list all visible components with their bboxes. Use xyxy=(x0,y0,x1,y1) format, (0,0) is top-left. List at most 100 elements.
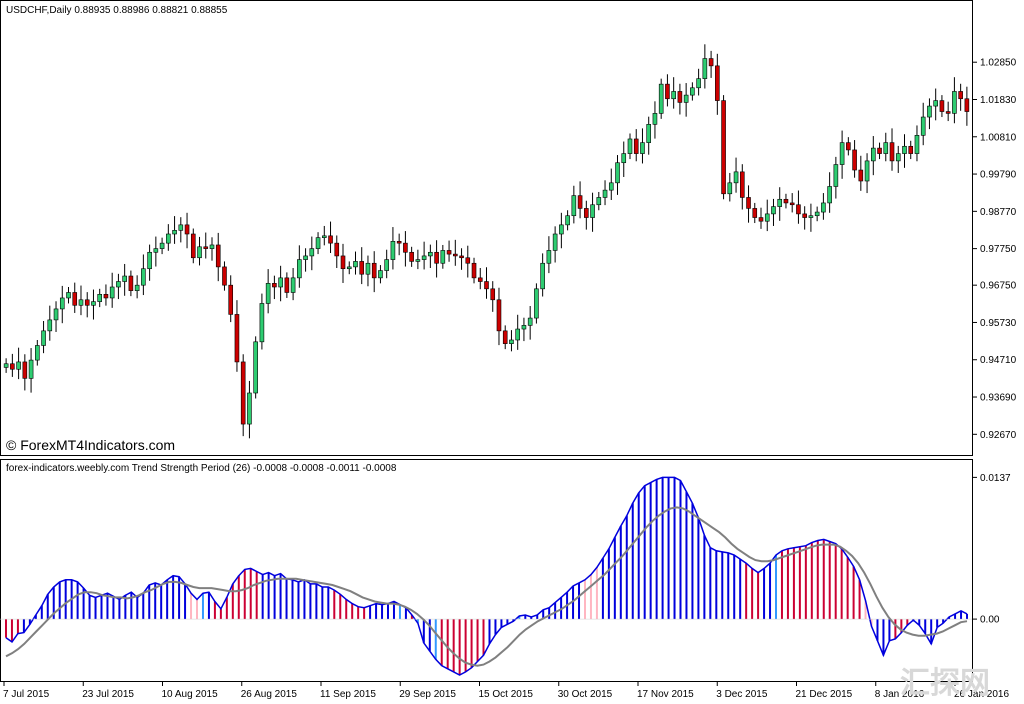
candle-body xyxy=(927,105,932,118)
candle-body xyxy=(203,246,209,249)
price-axis: 1.02850 1.01830 1.00810 0.99790 0.98770 0.977… xyxy=(972,58,1017,441)
candle-body xyxy=(602,189,608,198)
price-tick-label: 1.02850 xyxy=(980,58,1017,69)
candle-body xyxy=(59,297,65,310)
candle-body xyxy=(159,242,165,249)
candle-body xyxy=(683,94,689,103)
candle-body xyxy=(920,116,926,136)
price-tick-label: 0.94710 xyxy=(980,355,1017,366)
candle-body xyxy=(846,142,851,151)
candle-body xyxy=(621,153,627,164)
candle-body xyxy=(22,361,28,379)
candle-body xyxy=(122,275,127,282)
candle-body xyxy=(403,242,408,253)
candle-body xyxy=(134,284,140,291)
candle-body xyxy=(409,251,414,262)
candle-body xyxy=(565,215,570,226)
candle-body xyxy=(908,145,914,154)
price-tick-label: 1.00810 xyxy=(980,132,1017,143)
time-tick-label: 3 Dec 2015 xyxy=(716,689,768,700)
candle-body xyxy=(340,255,346,270)
candle-body xyxy=(746,197,751,209)
price-tick-label: 0.95730 xyxy=(980,318,1017,329)
candle-body xyxy=(215,244,221,268)
candle-body xyxy=(858,169,864,182)
candle-body xyxy=(459,255,464,259)
candle-body xyxy=(895,153,901,162)
candle-body xyxy=(290,277,296,293)
candle-body xyxy=(702,58,708,79)
indicator-tick-label: 0.0137 xyxy=(980,473,1011,484)
candle-body xyxy=(28,359,34,379)
time-tick-label: 11 Sep 2015 xyxy=(320,689,376,700)
histogram-envelope xyxy=(5,476,968,676)
candle-body xyxy=(864,160,870,182)
candle-body xyxy=(883,142,889,154)
time-axis: 7 Jul 2015 23 Jul 2015 10 Aug 2015 26 Aug 2… xyxy=(3,682,1009,700)
candle-body xyxy=(546,250,552,264)
copyright-label: © ForexMT4Indicators.com xyxy=(6,437,175,453)
candle-body xyxy=(640,142,645,154)
candle-body xyxy=(708,58,714,67)
candle-body xyxy=(758,217,764,222)
candle-body xyxy=(914,135,920,154)
candle-body xyxy=(334,242,340,257)
candle-body xyxy=(272,283,277,288)
candle-body xyxy=(521,325,527,330)
candle-body xyxy=(733,171,739,184)
candle-body xyxy=(253,341,258,394)
candle-body xyxy=(534,288,539,319)
candle-body xyxy=(234,314,240,363)
candle-body xyxy=(284,277,290,293)
candle-body xyxy=(321,235,327,238)
candle-body xyxy=(166,233,171,244)
candle-body xyxy=(939,100,945,112)
price-tick-label: 0.92670 xyxy=(980,430,1017,441)
candle-body xyxy=(147,251,152,270)
time-tick-label: 7 Jul 2015 xyxy=(3,689,50,700)
candle-body xyxy=(109,286,115,299)
candle-body xyxy=(371,262,377,279)
candle-body xyxy=(764,213,770,222)
candle-body xyxy=(902,145,907,154)
candle-body xyxy=(428,251,433,257)
candle-body xyxy=(839,142,845,165)
candle-body xyxy=(559,224,564,235)
candle-body xyxy=(440,250,446,264)
candle-body xyxy=(615,162,620,184)
candle-body xyxy=(453,253,458,257)
candle-body xyxy=(353,261,358,268)
indicator-header: forex-indicators.weebly.com Trend Streng… xyxy=(6,463,397,474)
candle-body xyxy=(465,257,471,264)
candle-body xyxy=(889,142,895,162)
candle-body xyxy=(484,281,489,290)
candle-body xyxy=(540,262,545,290)
candle-body xyxy=(789,202,795,206)
candle-body xyxy=(777,198,783,207)
candle-body xyxy=(346,266,352,270)
candle-body xyxy=(665,83,670,100)
candle-body xyxy=(265,283,271,304)
price-tick-label: 0.96750 xyxy=(980,281,1017,292)
time-tick-label: 26 Aug 2015 xyxy=(241,689,298,700)
candle-body xyxy=(471,262,477,279)
time-tick-label: 23 Jul 2015 xyxy=(82,689,134,700)
candle-body xyxy=(658,83,664,114)
candle-body xyxy=(821,202,826,213)
candle-body xyxy=(796,204,801,215)
candle-body xyxy=(958,91,963,100)
candle-body xyxy=(608,182,614,191)
candle-body xyxy=(783,198,789,204)
indicator-tick-label: 0.00 xyxy=(980,615,1000,626)
candle-body xyxy=(359,261,365,275)
signal-line-group xyxy=(5,506,968,667)
price-panel-frame xyxy=(0,0,973,456)
candle-body xyxy=(209,244,215,249)
candle-body xyxy=(752,208,758,218)
time-tick-label: 15 Oct 2015 xyxy=(479,689,534,700)
watermark-logo: 汇探网 xyxy=(900,666,990,701)
candle-body xyxy=(652,113,658,125)
price-tick-label: 0.97750 xyxy=(980,244,1017,255)
candle-body xyxy=(827,186,832,204)
